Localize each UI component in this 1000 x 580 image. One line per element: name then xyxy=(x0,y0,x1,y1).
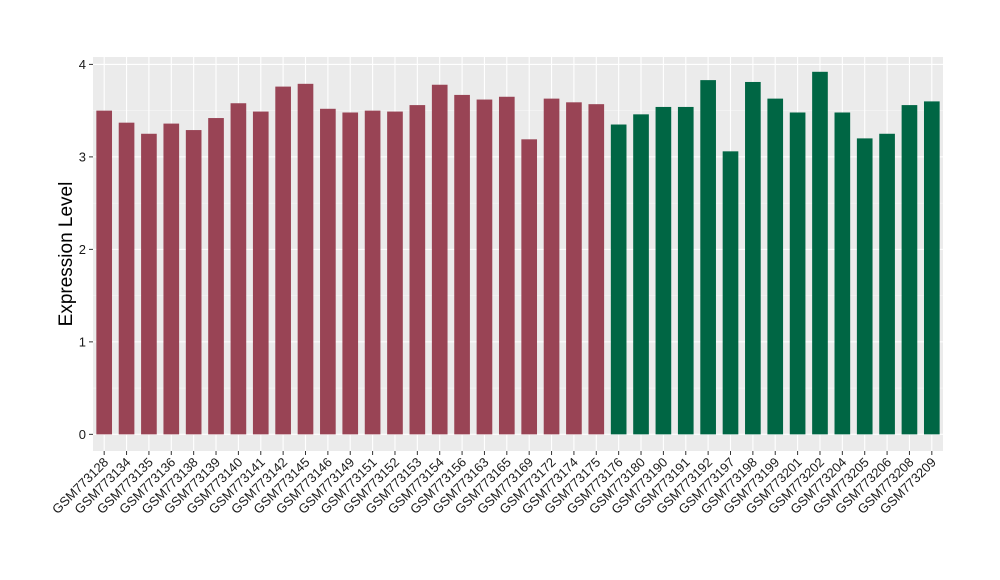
bar xyxy=(543,98,560,435)
bar xyxy=(476,99,493,435)
bar xyxy=(118,122,135,435)
bar xyxy=(252,111,269,435)
bar xyxy=(923,101,940,435)
y-axis: 0 1 2 3 4 xyxy=(79,57,93,442)
bar xyxy=(566,102,582,435)
bar xyxy=(230,103,247,435)
bar xyxy=(387,111,403,435)
y-tick-label: 4 xyxy=(79,57,86,72)
bar xyxy=(745,81,761,435)
y-tick-label: 0 xyxy=(79,427,86,442)
bar xyxy=(275,86,291,435)
bar xyxy=(812,71,828,435)
bar xyxy=(498,96,515,435)
bar xyxy=(677,106,694,435)
bar xyxy=(633,114,649,435)
bar xyxy=(879,133,895,435)
bar xyxy=(901,105,918,435)
bar xyxy=(96,110,113,435)
bar xyxy=(409,105,426,435)
y-tick-label: 2 xyxy=(79,242,86,257)
bar xyxy=(700,80,716,435)
bar xyxy=(364,110,381,435)
bar xyxy=(185,130,202,435)
bars xyxy=(96,71,940,435)
bar xyxy=(163,123,180,435)
bar xyxy=(610,124,627,435)
bar xyxy=(297,83,314,435)
x-axis: GSM773128GSM773134GSM773135GSM773136GSM7… xyxy=(49,451,939,517)
bar xyxy=(767,98,784,435)
bar xyxy=(655,106,672,435)
bar xyxy=(588,104,605,435)
bar xyxy=(454,94,470,435)
bar xyxy=(208,118,224,435)
bar xyxy=(834,112,851,435)
y-tick-label: 3 xyxy=(79,149,86,164)
bar xyxy=(141,133,157,435)
bar xyxy=(320,108,336,435)
bar xyxy=(342,112,359,435)
y-axis-title: Expression Level xyxy=(56,182,77,327)
y-tick-label: 1 xyxy=(79,334,86,349)
bar xyxy=(431,84,448,435)
bar xyxy=(722,151,739,435)
bar xyxy=(856,138,873,435)
bar xyxy=(521,139,538,435)
bar xyxy=(789,112,806,435)
